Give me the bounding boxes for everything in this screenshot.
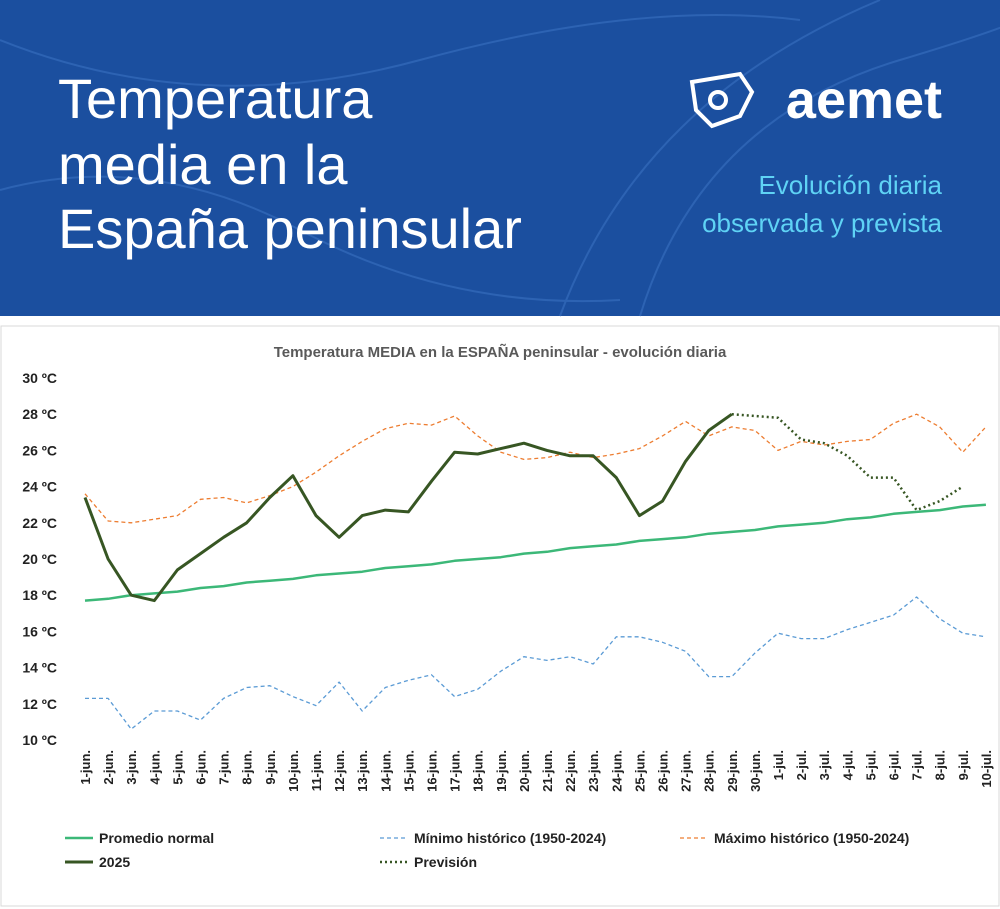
x-tick-label: 5-jul. <box>863 750 878 780</box>
x-tick-label: 10-jul. <box>979 750 994 788</box>
x-tick-label: 5-jun. <box>170 750 185 785</box>
legend-label: 2025 <box>99 854 130 870</box>
y-tick-label: 26 ºC <box>22 442 57 458</box>
x-tick-label: 12-jun. <box>332 750 347 792</box>
y-tick-label: 16 ºC <box>22 623 57 639</box>
series-line <box>83 412 733 603</box>
x-tick-label: 4-jun. <box>147 750 162 785</box>
x-tick-label: 3-jul. <box>817 750 832 780</box>
logo: aemet <box>786 70 942 130</box>
header-title: España peninsular <box>58 197 522 260</box>
y-tick-label: 22 ºC <box>22 515 57 531</box>
x-tick-label: 1-jul. <box>771 750 786 780</box>
x-tick-label: 8-jun. <box>240 750 255 785</box>
legend-label: Promedio normal <box>99 830 214 846</box>
y-tick-label: 24 ºC <box>22 479 57 495</box>
header-subtitle: observada y prevista <box>702 208 942 238</box>
x-tick-label: 24-jun. <box>609 750 624 792</box>
y-tick-label: 18 ºC <box>22 587 57 603</box>
series-line <box>84 503 986 602</box>
x-tick-label: 7-jul. <box>910 750 925 780</box>
x-tick-label: 17-jun. <box>448 750 463 792</box>
x-tick-label: 19-jun. <box>494 750 509 792</box>
x-tick-label: 15-jun. <box>401 750 416 792</box>
x-tick-label: 26-jun. <box>656 750 671 792</box>
x-tick-label: 25-jun. <box>632 750 647 792</box>
logo-icon <box>689 71 755 129</box>
chart-title: Temperatura MEDIA en la ESPAÑA peninsula… <box>274 343 727 361</box>
x-tick-label: 1-jun. <box>78 750 93 785</box>
x-tick-label: 11-jun. <box>309 750 324 791</box>
legend-label: Máximo histórico (1950-2024) <box>714 830 909 846</box>
x-tick-label: 9-jun. <box>263 750 278 785</box>
series-line <box>85 596 987 730</box>
header-bg <box>0 0 1000 316</box>
x-tick-label: 23-jun. <box>586 750 601 792</box>
x-tick-label: 8-jul. <box>933 750 948 780</box>
x-tick-label: 21-jun. <box>540 750 555 792</box>
x-tick-label: 20-jun. <box>517 750 532 792</box>
x-tick-label: 22-jun. <box>563 750 578 792</box>
x-tick-label: 29-jun. <box>725 750 740 792</box>
x-tick-label: 10-jun. <box>286 750 301 792</box>
x-tick-label: 4-jul. <box>840 750 855 780</box>
x-tick-label: 30-jun. <box>748 750 763 792</box>
y-tick-label: 30 ºC <box>22 370 57 386</box>
x-tick-label: 16-jun. <box>425 750 440 792</box>
x-tick-label: 2-jun. <box>101 750 116 785</box>
x-tick-label: 9-jul. <box>956 750 971 780</box>
header-title: Temperatura <box>58 67 373 130</box>
header-contours <box>0 0 1000 317</box>
legend-label: Mínimo histórico (1950-2024) <box>414 830 606 846</box>
x-tick-label: 18-jun. <box>471 750 486 792</box>
x-tick-label: 6-jun. <box>194 750 209 785</box>
x-tick-label: 27-jun. <box>679 750 694 792</box>
y-tick-label: 20 ºC <box>22 551 57 567</box>
y-tick-label: 28 ºC <box>22 406 57 422</box>
legend-label: Previsión <box>414 854 477 870</box>
series-line <box>731 412 964 512</box>
chart-panel <box>0 325 1000 907</box>
series-line <box>84 413 987 524</box>
header-subtitle: Evolución diaria <box>758 170 942 200</box>
x-tick-label: 2-jul. <box>794 750 809 780</box>
header-title: media en la <box>58 133 348 196</box>
x-tick-label: 6-jul. <box>887 750 902 780</box>
x-tick-label: 7-jun. <box>217 750 232 785</box>
x-tick-label: 13-jun. <box>355 750 370 792</box>
y-tick-label: 14 ºC <box>22 660 57 676</box>
x-tick-label: 28-jun. <box>702 750 717 792</box>
x-tick-label: 14-jun. <box>378 750 393 792</box>
y-tick-label: 12 ºC <box>22 696 57 712</box>
y-tick-label: 10 ºC <box>22 732 57 748</box>
x-tick-label: 3-jun. <box>124 750 139 785</box>
